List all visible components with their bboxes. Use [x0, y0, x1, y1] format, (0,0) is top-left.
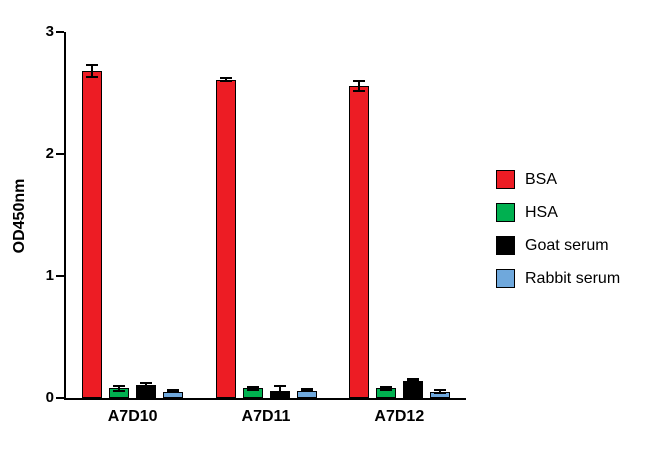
legend-swatch: [496, 203, 515, 222]
bar-a7d10-bsa: [82, 71, 103, 398]
bar-a7d11-bsa: [215, 79, 236, 398]
x-category-label: A7D10: [107, 408, 158, 425]
legend-swatch: [496, 170, 515, 189]
error-bar-line: [251, 387, 254, 389]
error-bar: [167, 389, 180, 394]
y-tick-mark: [56, 31, 64, 33]
error-bar-line: [91, 65, 94, 77]
error-bar-line: [118, 386, 121, 390]
error-bar-line: [145, 384, 148, 386]
legend-label: Goat serum: [525, 236, 609, 254]
error-bar-line: [278, 386, 281, 395]
legend-item-bsa: BSA: [496, 170, 620, 189]
y-tick-mark: [56, 397, 64, 399]
y-tick-mark: [56, 275, 64, 277]
legend-swatch: [496, 269, 515, 288]
bar-a7d12-bsa: [348, 85, 369, 398]
x-category-label: A7D12: [374, 408, 425, 425]
error-bar: [379, 385, 392, 391]
legend-label: BSA: [525, 170, 558, 188]
y-tick-mark: [56, 153, 64, 155]
bar-a7d12-goat-serum: [402, 380, 423, 398]
y-tick-label: 0: [45, 389, 54, 406]
error-bar: [300, 387, 313, 392]
error-bar: [406, 378, 419, 383]
error-bar: [273, 384, 286, 397]
error-bar-line: [384, 387, 387, 389]
legend-swatch: [496, 236, 515, 255]
legend-label: HSA: [525, 203, 558, 221]
error-bar-line: [224, 79, 227, 81]
y-tick-label: 2: [45, 145, 54, 162]
error-bar: [113, 384, 126, 392]
error-bar: [140, 382, 153, 388]
legend-item-rabbit-serum: Rabbit serum: [496, 269, 620, 288]
error-bar: [246, 385, 259, 391]
y-tick-label: 1: [45, 267, 54, 284]
error-bar: [352, 79, 365, 92]
legend-label: Rabbit serum: [525, 269, 621, 287]
error-bar: [433, 389, 446, 395]
legend-item-goat-serum: Goat serum: [496, 236, 620, 255]
legend: BSA HSA Goat serum Rabbit serum: [496, 170, 620, 288]
error-bar-line: [357, 81, 360, 90]
plot-area: 0 1 2 3 A7D10 A7D11 A7D12: [46, 23, 466, 425]
y-axis-title: OD450nm: [11, 178, 28, 254]
y-tick-label: 3: [45, 23, 54, 40]
error-bar: [219, 77, 232, 83]
error-bar-line: [438, 391, 441, 393]
x-category-label: A7D11: [241, 408, 291, 425]
error-bar: [86, 63, 99, 79]
legend-item-hsa: HSA: [496, 203, 620, 222]
